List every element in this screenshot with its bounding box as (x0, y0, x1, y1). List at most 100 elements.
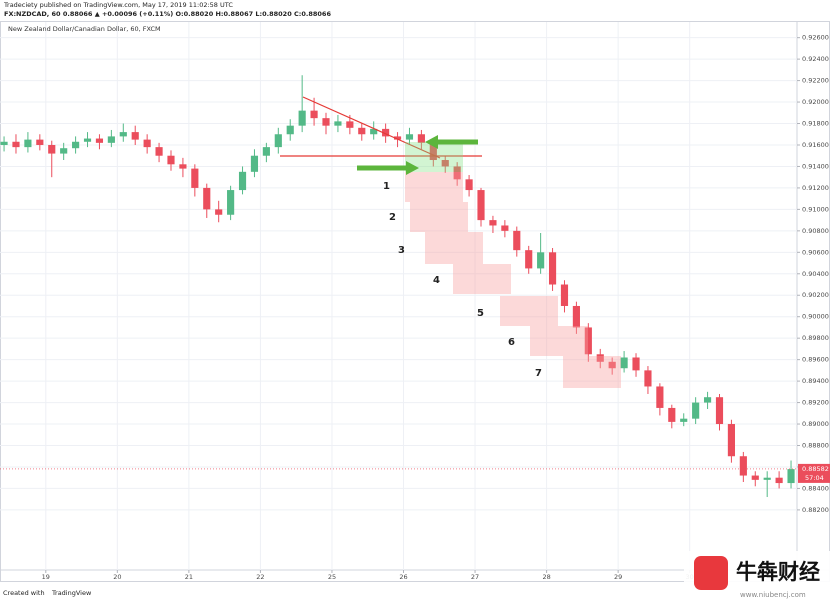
target-box (425, 232, 483, 264)
candle-body (453, 166, 461, 180)
target-box (500, 296, 558, 326)
y-tick-label: 0.91800 (802, 120, 829, 128)
footer-bg (0, 582, 830, 602)
x-tick-label: 20 (113, 573, 121, 581)
target-number: 2 (389, 212, 396, 223)
chart-title: New Zealand Dollar/Canadian Dollar, 60, … (8, 25, 161, 33)
y-tick-label: 0.90800 (802, 227, 829, 235)
candle-body (668, 407, 676, 422)
y-tick-label: 0.90400 (802, 270, 829, 278)
y-tick-label: 0.88400 (802, 484, 829, 492)
arrow-head (406, 161, 419, 175)
watermark: 牛犇财经 www.niubencj.com (684, 551, 830, 602)
candle-body (191, 168, 199, 188)
candle-body (143, 139, 151, 148)
y-tick-label: 0.90600 (802, 248, 829, 256)
target-box (453, 264, 511, 294)
y-tick-label: 0.92600 (802, 34, 829, 42)
candle-body (310, 110, 318, 119)
candle-body (751, 475, 759, 480)
candle-body (644, 370, 652, 387)
candle-body (215, 209, 223, 215)
arrow-head (425, 135, 438, 149)
candle-body (572, 305, 580, 328)
countdown: 57:04 (805, 474, 824, 482)
candle-body (513, 230, 521, 251)
target-number: 5 (477, 308, 484, 319)
target-box (410, 202, 468, 232)
candle-body (227, 190, 235, 215)
watermark-name: 牛犇财经 (736, 560, 820, 584)
candle-body (358, 127, 366, 135)
y-tick-label: 0.92200 (802, 77, 829, 85)
trend-line (302, 96, 441, 159)
y-tick-label: 0.89800 (802, 334, 829, 342)
x-tick-label: 21 (185, 573, 193, 581)
candle-body (632, 357, 640, 371)
candle-body (72, 141, 80, 149)
candle-body (370, 128, 378, 135)
target-number: 3 (398, 245, 405, 256)
watermark-url: www.niubencj.com (740, 591, 806, 599)
candle-body (107, 136, 115, 143)
candle-body (262, 147, 270, 156)
candle-body (584, 327, 592, 355)
candle-body (322, 118, 330, 126)
candle-body (393, 136, 402, 140)
footer-brand: TradingView (51, 589, 92, 597)
target-box (563, 356, 621, 388)
y-tick-label: 0.89400 (802, 377, 829, 385)
candle-body (739, 456, 747, 476)
y-tick-label: 0.89000 (802, 420, 829, 428)
target-number: 7 (535, 368, 542, 379)
y-tick-label: 0.88200 (802, 506, 829, 514)
candle-body (703, 397, 712, 403)
target-number: 4 (433, 275, 440, 286)
y-tick-label: 0.92400 (802, 55, 829, 63)
candle-body (274, 134, 282, 148)
byline: Tradeciety published on TradingView.com,… (3, 1, 233, 9)
axes: 0.92600 0.92400 0.92200 0.92000 0.91800 0.916… (0, 34, 830, 581)
candle-body (489, 220, 497, 226)
candle-body (179, 164, 187, 169)
x-tick-label: 29 (614, 573, 622, 581)
y-tick-label: 0.92000 (802, 98, 829, 106)
target-number: 6 (508, 337, 515, 348)
candle-body (477, 190, 485, 221)
x-tick-label: 19 (42, 573, 50, 581)
y-tick-label: 0.90200 (802, 291, 829, 299)
candle-body (95, 138, 104, 143)
footer-created: Created with (3, 589, 45, 597)
y-tick-label: 0.89600 (802, 356, 829, 364)
watermark-logo (694, 556, 728, 590)
y-tick-label: 0.91400 (802, 162, 829, 170)
last-price-tag (798, 463, 830, 483)
candle-body (0, 141, 8, 145)
candle-body (417, 134, 425, 143)
candle-body (334, 121, 342, 126)
candle-body (441, 160, 449, 167)
candle-body (167, 155, 175, 165)
candle-body (286, 125, 294, 135)
x-tick-label: 27 (471, 573, 479, 581)
candle-body (727, 424, 735, 457)
candle-body (680, 418, 688, 422)
candle-body (238, 171, 247, 191)
candle-body (692, 402, 700, 419)
candle-body (298, 110, 306, 126)
candle-body (346, 121, 354, 128)
candle-body (429, 142, 437, 161)
candle-body (203, 187, 211, 210)
candles (0, 75, 795, 498)
candle-body (537, 252, 545, 269)
candle-body (405, 134, 414, 140)
candle-body (763, 477, 771, 480)
candle-body (382, 128, 390, 137)
target-box (530, 326, 588, 356)
y-tick-label: 0.91200 (802, 184, 829, 192)
target-box (405, 172, 463, 202)
candle-body (560, 284, 569, 306)
candle-body (525, 250, 533, 269)
candle-body (119, 132, 127, 137)
